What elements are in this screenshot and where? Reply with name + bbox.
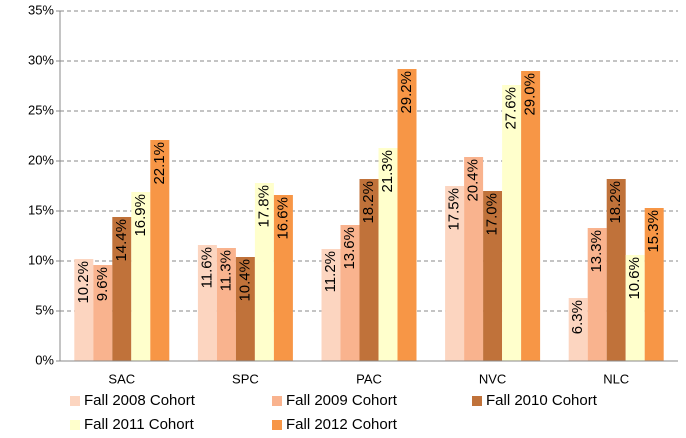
data-label: 18.2%: [607, 181, 624, 224]
legend-swatch: [70, 396, 80, 406]
data-label: 9.6%: [94, 267, 111, 301]
data-label: 16.6%: [274, 197, 291, 240]
x-tick-label: NVC: [479, 371, 506, 386]
data-label: 27.6%: [503, 87, 520, 130]
bar: [502, 85, 522, 361]
data-label: 13.3%: [588, 230, 605, 273]
legend-label: Fall 2008 Cohort: [84, 392, 196, 409]
bar: [112, 217, 132, 361]
data-label: 22.1%: [151, 142, 168, 185]
data-label: 11.6%: [198, 247, 215, 288]
bar: [254, 183, 274, 361]
x-tick-label: NLC: [603, 371, 629, 386]
y-tick-label: 5%: [35, 302, 54, 317]
data-label: 17.0%: [484, 193, 501, 236]
data-label: 10.2%: [75, 261, 92, 304]
y-tick-label: 0%: [35, 352, 54, 367]
bar: [445, 186, 465, 361]
legend-label: Fall 2011 Cohort: [84, 416, 195, 433]
data-label: 10.4%: [236, 259, 253, 302]
bar: [340, 225, 360, 361]
data-label: 20.4%: [465, 159, 482, 202]
y-tick-label: 10%: [28, 252, 54, 267]
data-label: 13.6%: [341, 227, 358, 270]
bar: [587, 228, 607, 361]
data-label: 14.4%: [113, 219, 130, 262]
legend-label: Fall 2009 Cohort: [286, 392, 398, 409]
legend-swatch: [70, 420, 80, 430]
bar: [93, 265, 113, 361]
legend-swatch: [272, 396, 282, 406]
data-label: 29.0%: [522, 73, 539, 116]
y-tick-label: 15%: [28, 202, 54, 217]
bar: [568, 298, 588, 361]
bar: [483, 191, 503, 361]
data-label: 18.2%: [360, 181, 377, 224]
x-tick-label: SAC: [108, 371, 135, 386]
x-tick-label: PAC: [356, 371, 382, 386]
bar: [131, 192, 151, 361]
bar: [464, 157, 484, 361]
data-label: 15.3%: [645, 210, 662, 253]
bar: [150, 140, 170, 361]
data-label: 17.8%: [255, 185, 272, 228]
data-label: 6.3%: [569, 300, 586, 334]
bar: [644, 208, 664, 361]
data-label: 21.3%: [379, 150, 396, 193]
legend-swatch: [472, 396, 482, 406]
bar: [521, 71, 541, 361]
bar: [321, 249, 341, 361]
data-label: 11.2%: [322, 251, 339, 292]
y-tick-label: 30%: [28, 52, 54, 67]
bar: [359, 179, 379, 361]
bar: [235, 257, 255, 361]
data-label: 10.6%: [626, 257, 643, 300]
bar: [625, 255, 645, 361]
legend-label: Fall 2012 Cohort: [286, 416, 398, 433]
bar: [273, 195, 293, 361]
data-label: 11.3%: [217, 250, 234, 291]
legend-label: Fall 2010 Cohort: [486, 392, 598, 409]
bar: [197, 245, 217, 361]
bar: [74, 259, 94, 361]
bar: [606, 179, 626, 361]
data-label: 16.9%: [132, 194, 149, 237]
y-tick-label: 25%: [28, 102, 54, 117]
bar: [216, 248, 236, 361]
legend-swatch: [272, 420, 282, 430]
data-label: 17.5%: [446, 188, 463, 231]
y-tick-label: 20%: [28, 152, 54, 167]
bar: [397, 69, 417, 361]
data-label: 29.2%: [398, 71, 415, 114]
x-tick-label: SPC: [232, 371, 259, 386]
y-tick-label: 35%: [28, 2, 54, 17]
bar: [378, 148, 398, 361]
